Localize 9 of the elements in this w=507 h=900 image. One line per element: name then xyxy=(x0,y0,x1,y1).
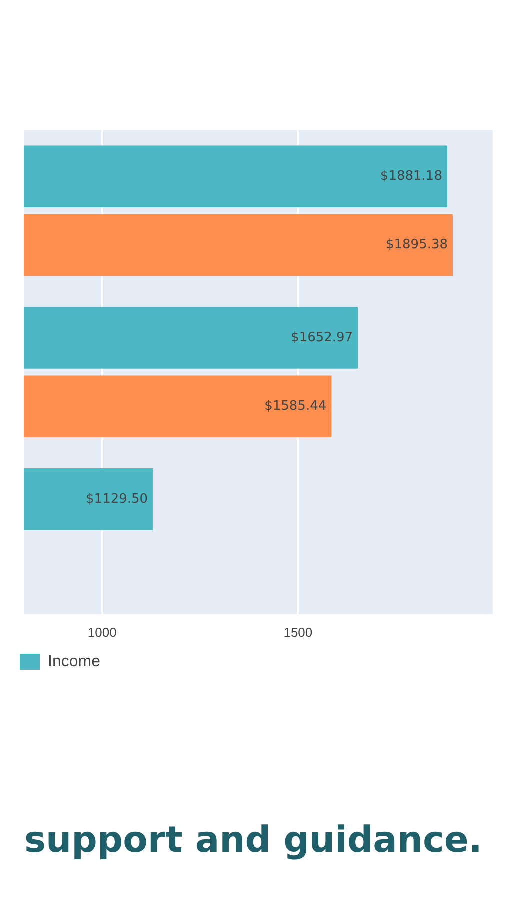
data-label: $1895.38 xyxy=(386,238,448,253)
x-tick-label: 1000 xyxy=(88,624,117,640)
data-label: $1585.44 xyxy=(264,398,327,414)
legend-label: Income xyxy=(48,653,101,670)
data-label: $1129.50 xyxy=(86,492,148,507)
data-label: $1652.97 xyxy=(291,330,354,346)
data-label: $1881.18 xyxy=(380,168,442,184)
x-tick-label: 1500 xyxy=(284,624,313,640)
text: support and guidance. xyxy=(24,820,484,861)
